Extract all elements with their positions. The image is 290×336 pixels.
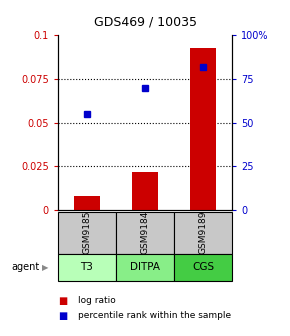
Text: GSM9185: GSM9185	[82, 211, 92, 254]
Text: ▶: ▶	[42, 263, 48, 272]
Text: log ratio: log ratio	[78, 296, 116, 305]
Text: GSM9184: GSM9184	[140, 211, 150, 254]
Bar	[132, 172, 158, 210]
Text: T3: T3	[81, 262, 93, 272]
Text: DITPA: DITPA	[130, 262, 160, 272]
Text: percentile rank within the sample: percentile rank within the sample	[78, 311, 231, 320]
Text: agent: agent	[12, 262, 40, 272]
Text: ■: ■	[58, 296, 67, 306]
Text: GSM9189: GSM9189	[198, 211, 208, 254]
Text: ■: ■	[58, 311, 67, 321]
Text: GDS469 / 10035: GDS469 / 10035	[93, 15, 197, 28]
Bar	[190, 47, 216, 210]
Bar	[74, 196, 100, 210]
Text: CGS: CGS	[192, 262, 214, 272]
